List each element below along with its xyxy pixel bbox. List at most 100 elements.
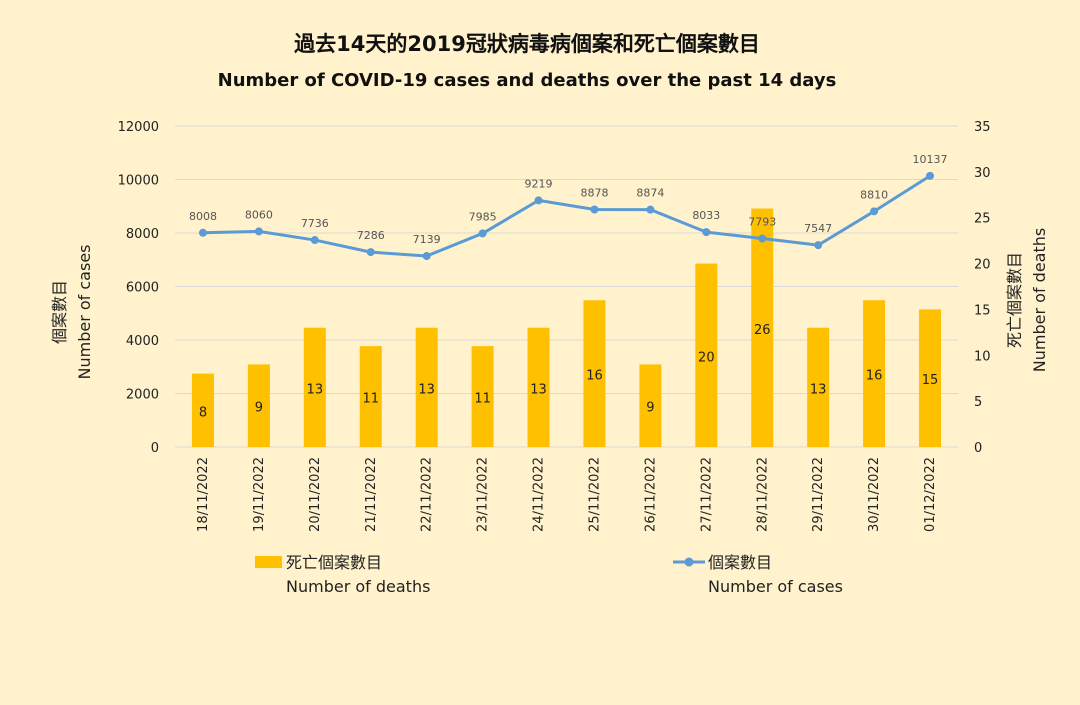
- case-data-label: 8008: [189, 210, 217, 223]
- legend-cases-marker: [684, 557, 694, 567]
- right-tick-label: 15: [974, 303, 991, 318]
- legend-deaths-swatch: [255, 556, 282, 568]
- chart-title-zh: 過去14天的2019冠狀病毒病個案和死亡個案數目: [294, 32, 760, 56]
- x-tick-label: 01/12/2022: [923, 457, 938, 532]
- death-data-label: 13: [418, 382, 435, 397]
- right-tick-label: 25: [974, 212, 991, 227]
- case-data-label: 7286: [357, 229, 385, 242]
- case-data-label: 8060: [245, 208, 273, 221]
- case-data-label: 7139: [413, 233, 441, 246]
- case-point: [534, 196, 543, 205]
- death-data-label: 13: [810, 382, 827, 397]
- case-data-label: 7736: [301, 217, 329, 230]
- legend-deaths-label-en: Number of deaths: [286, 577, 430, 596]
- x-tick-label: 21/11/2022: [364, 457, 379, 532]
- death-data-label: 13: [530, 382, 547, 397]
- death-bar: [583, 300, 606, 447]
- x-tick-label: 22/11/2022: [420, 457, 435, 532]
- x-tick-label: 29/11/2022: [811, 457, 826, 532]
- death-bar: [359, 346, 382, 447]
- x-tick-label: 28/11/2022: [755, 457, 770, 532]
- legend: 死亡個案數目 Number of deaths 個案數目 Number of c…: [255, 553, 843, 596]
- left-tick-label: 8000: [126, 227, 159, 242]
- death-bar: [303, 327, 326, 447]
- deaths-bars: [191, 208, 942, 447]
- x-tick-label: 24/11/2022: [532, 457, 547, 532]
- right-tick-label: 10: [974, 349, 991, 364]
- x-tick-label: 25/11/2022: [587, 457, 602, 532]
- left-axis-label: 個案數目 Number of cases: [50, 245, 94, 380]
- chart-title-en: Number of COVID-19 cases and deaths over…: [218, 70, 837, 91]
- case-point: [254, 227, 263, 236]
- case-data-label: 7793: [748, 216, 776, 229]
- case-data-label: 10137: [913, 153, 948, 166]
- x-tick-label: 27/11/2022: [699, 457, 714, 532]
- case-data-label: 8033: [692, 209, 720, 222]
- x-tick-label: 30/11/2022: [867, 457, 882, 532]
- left-tick-label: 2000: [126, 388, 159, 403]
- left-tick-label: 12000: [118, 120, 159, 135]
- death-data-label: 8: [199, 405, 207, 420]
- case-data-label: 7985: [469, 210, 497, 223]
- death-data-label: 16: [866, 369, 883, 384]
- case-point: [198, 228, 207, 237]
- death-bar: [751, 208, 774, 447]
- case-data-label: 8810: [860, 188, 888, 201]
- death-data-label: 26: [754, 323, 771, 338]
- x-tick-label: 18/11/2022: [196, 457, 211, 532]
- death-bar: [807, 327, 830, 447]
- right-tick-label: 0: [974, 441, 982, 456]
- case-data-label: 8878: [580, 187, 608, 200]
- case-point: [702, 228, 711, 237]
- left-tick-label: 10000: [118, 174, 159, 189]
- right-axis-ticks: 0 5 10 15 20 25 30 35: [974, 120, 991, 456]
- right-tick-label: 30: [974, 166, 991, 181]
- gridlines: [175, 125, 958, 448]
- case-data-label: 8874: [636, 187, 664, 200]
- case-point: [310, 236, 319, 245]
- death-data-label: 13: [307, 382, 324, 397]
- right-tick-label: 20: [974, 258, 991, 273]
- left-axis-label-en: Number of cases: [75, 245, 94, 380]
- cases-polyline: [202, 174, 931, 258]
- death-bar: [527, 327, 550, 447]
- left-axis-ticks: 0 2000 4000 6000 8000 10000 12000: [118, 120, 159, 456]
- left-tick-label: 6000: [126, 281, 159, 296]
- case-point: [814, 241, 823, 250]
- case-point: [870, 207, 879, 216]
- case-data-label: 9219: [525, 177, 553, 190]
- death-data-label: 9: [646, 401, 654, 416]
- death-bar: [415, 327, 438, 447]
- right-axis-label: 死亡個案數目 Number of deaths: [1005, 228, 1049, 372]
- case-point: [926, 171, 935, 180]
- x-axis-ticks: 18/11/2022 19/11/2022 20/11/2022 21/11/2022…: [196, 457, 938, 532]
- death-bar: [471, 346, 494, 447]
- legend-cases-label-en: Number of cases: [708, 577, 843, 596]
- right-tick-label: 5: [974, 395, 982, 410]
- death-bar: [639, 364, 662, 447]
- left-tick-label: 0: [151, 441, 159, 456]
- death-bar: [191, 373, 214, 447]
- left-tick-label: 4000: [126, 334, 159, 349]
- right-axis-label-en: Number of deaths: [1030, 228, 1049, 372]
- death-data-label: 9: [255, 401, 263, 416]
- death-bar: [919, 309, 942, 447]
- left-axis-label-zh: 個案數目: [50, 280, 69, 344]
- death-data-label: 20: [698, 350, 715, 365]
- case-point: [758, 234, 767, 243]
- legend-cases-label-zh: 個案數目: [708, 553, 772, 572]
- case-point: [646, 205, 655, 214]
- case-point: [422, 252, 431, 261]
- x-tick-label: 20/11/2022: [308, 457, 323, 532]
- legend-deaths-label-zh: 死亡個案數目: [286, 553, 382, 572]
- x-tick-label: 23/11/2022: [476, 457, 491, 532]
- cases-line: [198, 171, 935, 261]
- death-data-label: 15: [922, 373, 939, 388]
- death-data-label: 16: [586, 369, 603, 384]
- death-data-label: 11: [362, 392, 379, 407]
- case-point: [478, 229, 487, 238]
- case-point: [590, 205, 599, 214]
- death-data-label: 11: [474, 392, 491, 407]
- x-tick-label: 19/11/2022: [252, 457, 267, 532]
